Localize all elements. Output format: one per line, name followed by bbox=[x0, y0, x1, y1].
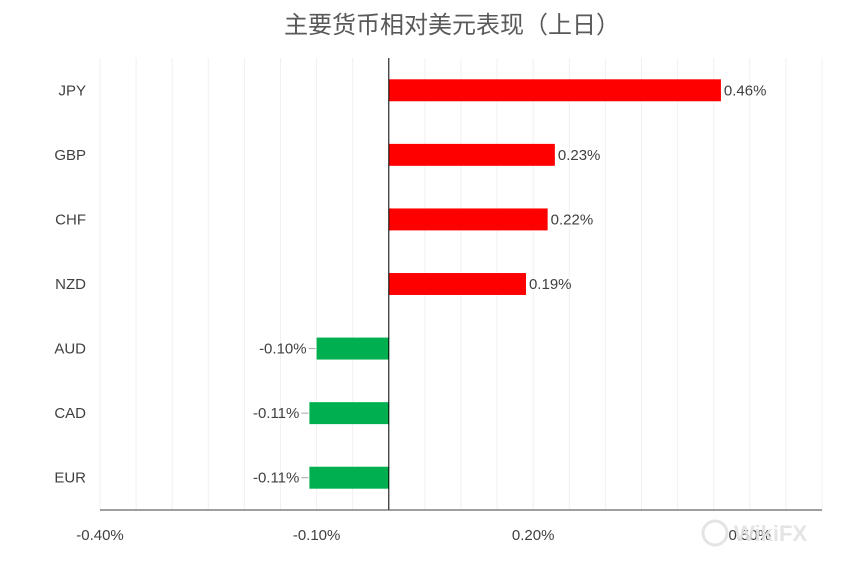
category-label-cad: CAD bbox=[54, 405, 86, 422]
watermark-logo-icon bbox=[701, 519, 729, 547]
x-tick-label: -0.10% bbox=[293, 527, 341, 544]
chart-title: 主要货币相对美元表现（上日） bbox=[284, 11, 620, 39]
category-label-nzd: NZD bbox=[55, 276, 86, 293]
watermark-text: WikiFX bbox=[734, 521, 807, 546]
category-label-aud: AUD bbox=[54, 341, 86, 358]
bar-gbp bbox=[388, 143, 555, 166]
bar-chf bbox=[388, 208, 548, 231]
watermark: WikiFX bbox=[701, 519, 807, 547]
data-labels: 0.46% 0.23% 0.22% 0.19% -0.10% -0.11% -0.11% bbox=[253, 82, 767, 486]
bar-aud bbox=[316, 337, 389, 360]
gridlines bbox=[99, 58, 823, 510]
x-tick-label: 0.50% bbox=[729, 527, 772, 544]
data-label-eur: -0.11% bbox=[253, 470, 299, 487]
data-label-chf: 0.22% bbox=[551, 211, 594, 228]
data-label-gbp: 0.23% bbox=[558, 147, 601, 164]
x-tick-labels: -0.40% -0.10% 0.20% 0.50% bbox=[76, 527, 771, 544]
data-label-cad: -0.11% bbox=[253, 405, 299, 422]
data-label-nzd: 0.19% bbox=[529, 276, 572, 293]
x-tick-label: -0.40% bbox=[76, 527, 124, 544]
category-label-eur: EUR bbox=[54, 470, 86, 487]
data-label-jpy: 0.46% bbox=[724, 82, 767, 99]
data-label-aud: -0.10% bbox=[259, 341, 307, 358]
axes bbox=[100, 58, 822, 511]
bars bbox=[309, 79, 721, 489]
bar-eur bbox=[309, 466, 389, 489]
category-label-chf: CHF bbox=[55, 211, 86, 228]
bar-nzd bbox=[388, 273, 526, 295]
category-label-gbp: GBP bbox=[54, 147, 86, 164]
bar-jpy bbox=[388, 79, 721, 102]
category-labels: JPY GBP CHF NZD AUD CAD EUR bbox=[54, 82, 86, 486]
x-tick-label: 0.20% bbox=[512, 527, 555, 544]
category-label-jpy: JPY bbox=[58, 82, 86, 99]
bar-cad bbox=[309, 402, 389, 425]
